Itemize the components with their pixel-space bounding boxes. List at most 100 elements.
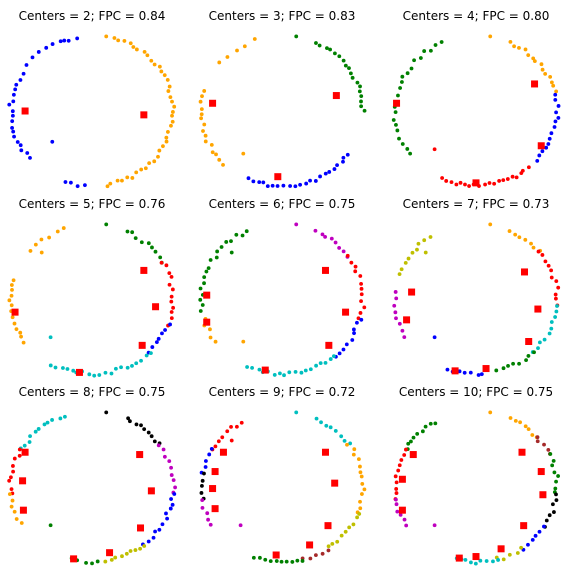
data-point bbox=[355, 80, 360, 85]
data-point bbox=[553, 292, 558, 297]
data-point bbox=[241, 339, 246, 344]
data-point bbox=[131, 45, 136, 49]
cluster-center-marker bbox=[398, 475, 406, 483]
data-point bbox=[508, 416, 513, 420]
cluster-center-marker bbox=[408, 288, 416, 296]
data-point bbox=[357, 512, 362, 516]
data-point bbox=[406, 441, 411, 446]
data-point bbox=[206, 517, 210, 522]
data-point bbox=[445, 367, 450, 372]
cluster-center-marker bbox=[203, 318, 211, 326]
data-point bbox=[341, 347, 346, 352]
chart-title: Centers = 2; FPC = 0.84 bbox=[18, 9, 166, 23]
data-point bbox=[554, 296, 558, 301]
data-point bbox=[221, 162, 225, 167]
cluster-center-marker bbox=[306, 541, 314, 549]
data-point bbox=[294, 410, 299, 415]
scatter-plot bbox=[7, 34, 177, 189]
data-point bbox=[552, 470, 557, 475]
data-point bbox=[542, 524, 546, 529]
data-point bbox=[159, 69, 164, 74]
data-point bbox=[219, 245, 224, 249]
cluster-center-marker bbox=[261, 366, 269, 374]
data-point bbox=[134, 170, 139, 175]
data-point bbox=[397, 463, 402, 468]
data-point bbox=[199, 116, 203, 121]
data-point bbox=[208, 335, 213, 340]
data-point bbox=[257, 180, 262, 185]
data-point bbox=[168, 95, 173, 100]
data-point bbox=[355, 320, 359, 325]
data-point bbox=[358, 464, 362, 469]
data-point bbox=[352, 447, 357, 452]
data-point bbox=[33, 242, 38, 247]
cluster-center-marker bbox=[209, 99, 217, 107]
data-point bbox=[536, 249, 541, 254]
data-point bbox=[214, 152, 218, 157]
data-point bbox=[358, 506, 363, 511]
data-point bbox=[272, 373, 277, 377]
data-point bbox=[349, 260, 354, 265]
data-point bbox=[11, 278, 16, 283]
data-point bbox=[473, 561, 478, 566]
data-point bbox=[145, 53, 150, 58]
chart-panel-7: Centers = 8; FPC = 0.75 bbox=[0, 384, 184, 574]
data-point bbox=[105, 184, 110, 189]
cluster-center-marker bbox=[136, 451, 144, 459]
data-point bbox=[337, 54, 342, 59]
cluster-center-marker bbox=[332, 92, 340, 100]
data-point bbox=[170, 119, 175, 124]
data-point bbox=[410, 250, 415, 255]
cluster-center-marker bbox=[106, 549, 114, 557]
data-point bbox=[526, 427, 531, 431]
data-point bbox=[108, 181, 113, 186]
data-point bbox=[198, 286, 203, 291]
data-point bbox=[39, 250, 44, 255]
data-point bbox=[198, 99, 203, 104]
data-point bbox=[169, 465, 173, 470]
data-point bbox=[554, 89, 559, 94]
data-point bbox=[507, 552, 512, 557]
data-point bbox=[63, 414, 67, 419]
data-point bbox=[512, 44, 516, 49]
data-point bbox=[217, 157, 222, 162]
data-point bbox=[326, 544, 331, 549]
data-point bbox=[399, 458, 404, 462]
data-point bbox=[404, 447, 408, 452]
data-point bbox=[488, 34, 493, 39]
data-point bbox=[483, 182, 487, 187]
data-point bbox=[549, 268, 554, 273]
data-point bbox=[242, 44, 247, 49]
cluster-center-marker bbox=[342, 308, 350, 316]
data-point bbox=[356, 457, 361, 462]
data-point bbox=[125, 229, 130, 234]
data-point bbox=[153, 529, 157, 534]
data-point bbox=[229, 438, 234, 443]
data-point bbox=[45, 420, 50, 425]
cluster-center-marker bbox=[525, 338, 533, 345]
data-point bbox=[507, 229, 512, 233]
data-point bbox=[199, 491, 204, 495]
data-point bbox=[335, 539, 340, 544]
data-point bbox=[7, 492, 12, 496]
data-point bbox=[128, 41, 133, 46]
data-point bbox=[164, 135, 169, 140]
data-point bbox=[28, 249, 33, 253]
data-point bbox=[536, 346, 540, 351]
data-point bbox=[21, 340, 26, 345]
data-point bbox=[523, 424, 528, 429]
data-point bbox=[549, 131, 554, 136]
data-point bbox=[325, 46, 329, 51]
data-point bbox=[314, 416, 319, 421]
data-point bbox=[359, 94, 364, 98]
data-point bbox=[84, 560, 88, 565]
data-point bbox=[160, 331, 164, 336]
data-point bbox=[109, 558, 114, 562]
data-point bbox=[169, 310, 174, 314]
cluster-center-marker bbox=[324, 522, 332, 530]
data-point bbox=[299, 370, 304, 375]
data-point bbox=[208, 258, 213, 262]
data-point bbox=[358, 499, 362, 504]
data-point bbox=[449, 180, 454, 185]
chart-title: Centers = 8; FPC = 0.75 bbox=[18, 385, 166, 399]
